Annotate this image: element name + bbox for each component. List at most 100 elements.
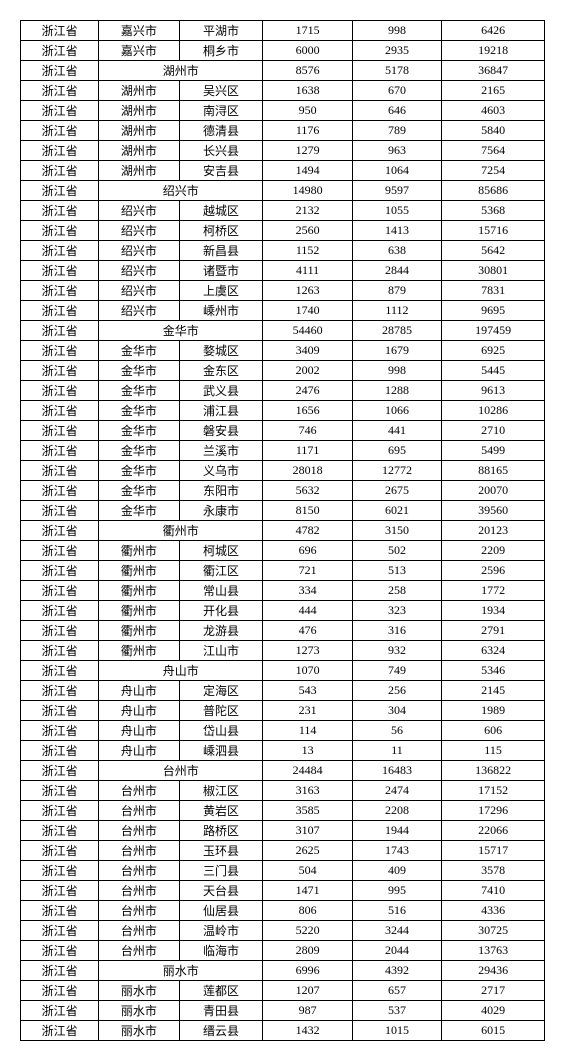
city-cell: 绍兴市 [99, 241, 179, 261]
value-cell: 3578 [442, 861, 545, 881]
table-row: 浙江省金华市武义县247612889613 [21, 381, 545, 401]
table-row: 浙江省台州市黄岩区3585220817296 [21, 801, 545, 821]
value-cell: 2145 [442, 681, 545, 701]
province-cell: 浙江省 [21, 241, 99, 261]
city-cell: 衢州市 [99, 621, 179, 641]
province-cell: 浙江省 [21, 141, 99, 161]
province-cell: 浙江省 [21, 681, 99, 701]
district-cell: 天台县 [179, 881, 263, 901]
city-cell: 金华市 [99, 341, 179, 361]
table-row: 浙江省金华市义乌市280181277288165 [21, 461, 545, 481]
value-cell: 2560 [263, 221, 352, 241]
value-cell: 1944 [352, 821, 441, 841]
city-summary-cell: 舟山市 [99, 661, 263, 681]
value-cell: 513 [352, 561, 441, 581]
city-cell: 金华市 [99, 381, 179, 401]
city-cell: 台州市 [99, 841, 179, 861]
table-row: 浙江省绍兴市14980959785686 [21, 181, 545, 201]
table-row: 浙江省金华市浦江县1656106610286 [21, 401, 545, 421]
table-row: 浙江省绍兴市上虞区12638797831 [21, 281, 545, 301]
city-cell: 丽水市 [99, 981, 179, 1001]
table-row: 浙江省金华市东阳市5632267520070 [21, 481, 545, 501]
district-cell: 柯城区 [179, 541, 263, 561]
value-cell: 7410 [442, 881, 545, 901]
value-cell: 746 [263, 421, 352, 441]
value-cell: 1679 [352, 341, 441, 361]
city-cell: 衢州市 [99, 561, 179, 581]
city-cell: 湖州市 [99, 141, 179, 161]
district-cell: 常山县 [179, 581, 263, 601]
province-cell: 浙江省 [21, 701, 99, 721]
table-row: 浙江省丽水市莲都区12076572717 [21, 981, 545, 1001]
district-cell: 黄岩区 [179, 801, 263, 821]
province-cell: 浙江省 [21, 821, 99, 841]
city-cell: 绍兴市 [99, 301, 179, 321]
value-cell: 56 [352, 721, 441, 741]
value-cell: 2717 [442, 981, 545, 1001]
district-cell: 衢江区 [179, 561, 263, 581]
table-row: 浙江省湖州市长兴县12799637564 [21, 141, 545, 161]
table-row: 浙江省舟山市普陀区2313041989 [21, 701, 545, 721]
table-row: 浙江省丽水市青田县9875374029 [21, 1001, 545, 1021]
value-cell: 1432 [263, 1021, 352, 1041]
city-cell: 金华市 [99, 421, 179, 441]
city-cell: 金华市 [99, 361, 179, 381]
province-cell: 浙江省 [21, 481, 99, 501]
province-cell: 浙江省 [21, 441, 99, 461]
value-cell: 8576 [263, 61, 352, 81]
value-cell: 258 [352, 581, 441, 601]
province-cell: 浙江省 [21, 501, 99, 521]
value-cell: 1055 [352, 201, 441, 221]
value-cell: 4603 [442, 101, 545, 121]
district-cell: 义乌市 [179, 461, 263, 481]
province-cell: 浙江省 [21, 321, 99, 341]
value-cell: 9695 [442, 301, 545, 321]
city-cell: 湖州市 [99, 101, 179, 121]
table-row: 浙江省舟山市岱山县11456606 [21, 721, 545, 741]
district-cell: 椒江区 [179, 781, 263, 801]
province-cell: 浙江省 [21, 941, 99, 961]
value-cell: 2791 [442, 621, 545, 641]
value-cell: 1656 [263, 401, 352, 421]
value-cell: 15716 [442, 221, 545, 241]
province-cell: 浙江省 [21, 1001, 99, 1021]
table-row: 浙江省台州市临海市2809204413763 [21, 941, 545, 961]
table-row: 浙江省湖州市德清县11767895840 [21, 121, 545, 141]
value-cell: 1176 [263, 121, 352, 141]
district-cell: 越城区 [179, 201, 263, 221]
value-cell: 323 [352, 601, 441, 621]
value-cell: 2209 [442, 541, 545, 561]
table-row: 浙江省金华市磐安县7464412710 [21, 421, 545, 441]
value-cell: 1638 [263, 81, 352, 101]
value-cell: 2844 [352, 261, 441, 281]
city-cell: 舟山市 [99, 741, 179, 761]
table-row: 浙江省金华市永康市8150602139560 [21, 501, 545, 521]
district-cell: 长兴县 [179, 141, 263, 161]
city-cell: 衢州市 [99, 641, 179, 661]
province-cell: 浙江省 [21, 61, 99, 81]
table-row: 浙江省绍兴市越城区213210555368 [21, 201, 545, 221]
city-summary-cell: 绍兴市 [99, 181, 263, 201]
value-cell: 4111 [263, 261, 352, 281]
province-cell: 浙江省 [21, 561, 99, 581]
value-cell: 6426 [442, 21, 545, 41]
value-cell: 114 [263, 721, 352, 741]
table-row: 浙江省丽水市缙云县143210156015 [21, 1021, 545, 1041]
value-cell: 8150 [263, 501, 352, 521]
city-cell: 绍兴市 [99, 201, 179, 221]
district-cell: 龙游县 [179, 621, 263, 641]
value-cell: 3409 [263, 341, 352, 361]
table-row: 浙江省衢州市龙游县4763162791 [21, 621, 545, 641]
district-cell: 吴兴区 [179, 81, 263, 101]
value-cell: 10286 [442, 401, 545, 421]
value-cell: 1772 [442, 581, 545, 601]
district-cell: 青田县 [179, 1001, 263, 1021]
province-cell: 浙江省 [21, 721, 99, 741]
value-cell: 4029 [442, 1001, 545, 1021]
value-cell: 749 [352, 661, 441, 681]
district-cell: 临海市 [179, 941, 263, 961]
district-cell: 磐安县 [179, 421, 263, 441]
value-cell: 13763 [442, 941, 545, 961]
province-cell: 浙江省 [21, 781, 99, 801]
value-cell: 36847 [442, 61, 545, 81]
